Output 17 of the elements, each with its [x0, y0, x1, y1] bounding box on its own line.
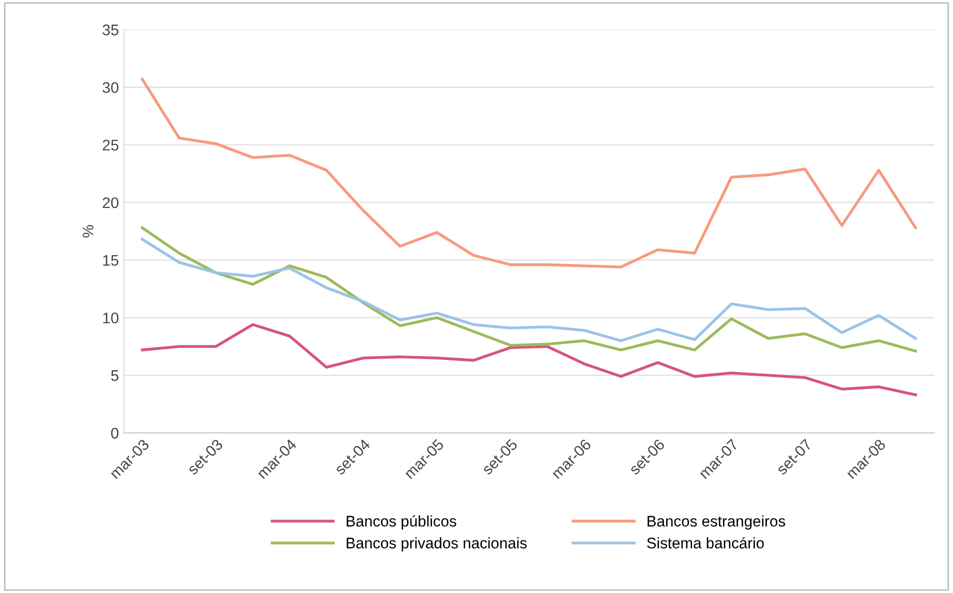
legend-label: Bancos privados nacionais	[346, 537, 527, 552]
line-series	[140, 323, 917, 396]
legend-label: Sistema bancário	[647, 537, 764, 548]
y-tick-label: 30	[102, 82, 118, 93]
y-tick-label: 0	[111, 428, 118, 439]
line-series	[140, 78, 917, 268]
y-tick-label: 25	[102, 140, 118, 151]
y-tick-label: 35	[102, 24, 118, 36]
line-series	[140, 238, 917, 342]
y-axis-title: %	[82, 225, 94, 238]
y-tick-label: 15	[103, 255, 118, 266]
line-series	[140, 226, 917, 352]
y-tick-label: 20	[102, 197, 118, 208]
legend-label: Bancos públicos	[346, 515, 456, 530]
y-tick-label: 10	[103, 312, 118, 324]
y-tick-label: 5	[111, 370, 118, 381]
legend-label: Bancos estrangeiros	[648, 515, 786, 530]
